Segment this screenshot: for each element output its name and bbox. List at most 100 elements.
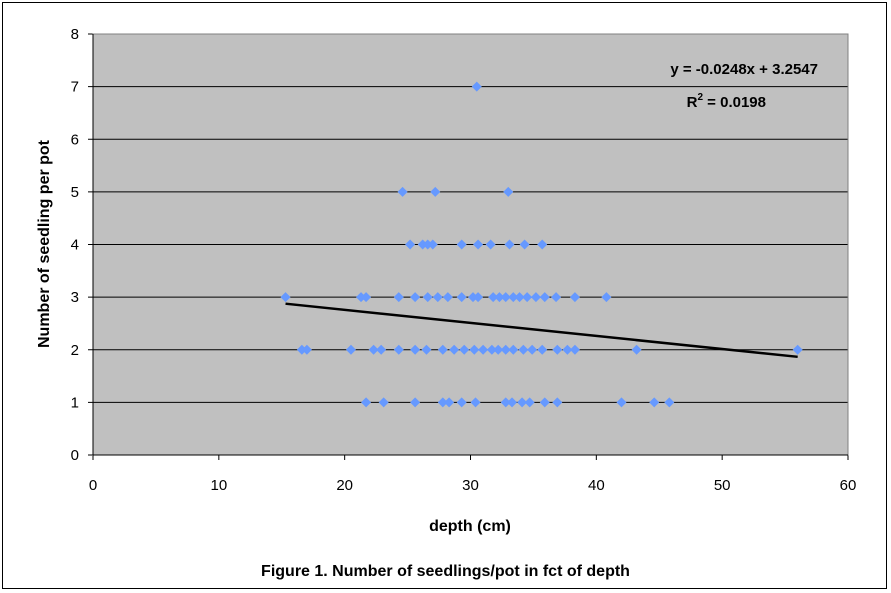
data-point [410, 292, 421, 303]
y-tick-label: 0 [71, 447, 79, 464]
data-points [280, 81, 803, 408]
data-point [485, 239, 496, 250]
data-point [427, 239, 438, 250]
data-point [437, 344, 448, 355]
data-point [405, 239, 416, 250]
y-tick-label: 6 [71, 131, 79, 148]
data-point [503, 186, 514, 197]
y-tick-label: 7 [71, 79, 79, 96]
data-point [456, 397, 467, 408]
data-point [552, 344, 563, 355]
x-tick-label: 10 [210, 477, 227, 494]
figure-caption: Figure 1. Number of seedlings/pot in fct… [261, 563, 630, 580]
data-point [469, 344, 480, 355]
data-point [530, 292, 541, 303]
x-axis-label: depth (cm) [429, 518, 511, 535]
data-point [569, 292, 580, 303]
data-point [601, 292, 612, 303]
data-point [527, 344, 538, 355]
data-point [507, 397, 518, 408]
data-point [422, 292, 433, 303]
data-point [473, 292, 484, 303]
data-point [449, 344, 460, 355]
x-tick-label: 40 [588, 477, 605, 494]
data-point [519, 239, 530, 250]
data-point [361, 397, 372, 408]
data-point [430, 186, 441, 197]
data-point [410, 397, 421, 408]
data-point [508, 344, 519, 355]
data-point [500, 397, 511, 408]
data-point [792, 344, 803, 355]
y-tick-label: 5 [71, 184, 79, 201]
data-point [494, 292, 505, 303]
data-point [500, 344, 511, 355]
data-point [456, 292, 467, 303]
data-point [280, 292, 291, 303]
data-point [456, 239, 467, 250]
data-point [562, 344, 573, 355]
data-point [417, 239, 428, 250]
y-tick-label: 8 [71, 26, 79, 43]
data-point [393, 292, 404, 303]
data-point [422, 239, 433, 250]
y-tick-label: 2 [71, 342, 79, 359]
y-tick-label: 1 [71, 394, 79, 411]
data-point [537, 344, 548, 355]
data-point [552, 397, 563, 408]
y-tick-label: 3 [71, 289, 79, 306]
x-tick-label: 20 [336, 477, 353, 494]
data-point [378, 397, 389, 408]
data-point [397, 186, 408, 197]
data-point [500, 292, 511, 303]
data-point [421, 344, 432, 355]
data-point [524, 397, 535, 408]
x-tick-label: 50 [714, 477, 731, 494]
data-point [478, 344, 489, 355]
data-point [437, 397, 448, 408]
data-point [471, 81, 482, 92]
data-point [488, 292, 499, 303]
data-point [432, 292, 443, 303]
data-point [569, 344, 580, 355]
r-squared-label: R2 = 0.0198 [687, 92, 766, 111]
r-squared-prefix: R [687, 94, 698, 111]
data-point [539, 292, 550, 303]
data-point [296, 344, 307, 355]
data-point [616, 397, 627, 408]
data-point [376, 344, 387, 355]
data-point [631, 344, 642, 355]
data-point [504, 239, 515, 250]
data-point [470, 397, 481, 408]
data-point [649, 397, 660, 408]
data-point [442, 292, 453, 303]
data-point [514, 292, 525, 303]
data-point [393, 344, 404, 355]
data-point [493, 344, 504, 355]
data-point [356, 292, 367, 303]
axes [88, 33, 849, 460]
data-point [522, 292, 533, 303]
x-tick-label: 0 [89, 477, 97, 494]
x-tick-label: 60 [840, 477, 857, 494]
data-point [444, 397, 455, 408]
data-point [361, 292, 372, 303]
data-point [345, 344, 356, 355]
r-squared-superscript: 2 [697, 92, 703, 103]
x-tick-label: 30 [462, 477, 479, 494]
data-point [551, 292, 562, 303]
data-point [301, 344, 312, 355]
data-point [537, 239, 548, 250]
data-point [473, 239, 484, 250]
data-point [539, 397, 550, 408]
trendline [285, 302, 798, 359]
y-axis-label: Number of seedling per pot [36, 139, 53, 348]
tick-labels: 0 1 2 3 4 5 6 7 8 0 10 20 30 40 50 60 [71, 26, 857, 494]
data-point [368, 344, 379, 355]
data-point [459, 344, 470, 355]
data-point [518, 344, 529, 355]
data-point [508, 292, 519, 303]
data-point [517, 397, 528, 408]
data-point [486, 344, 497, 355]
